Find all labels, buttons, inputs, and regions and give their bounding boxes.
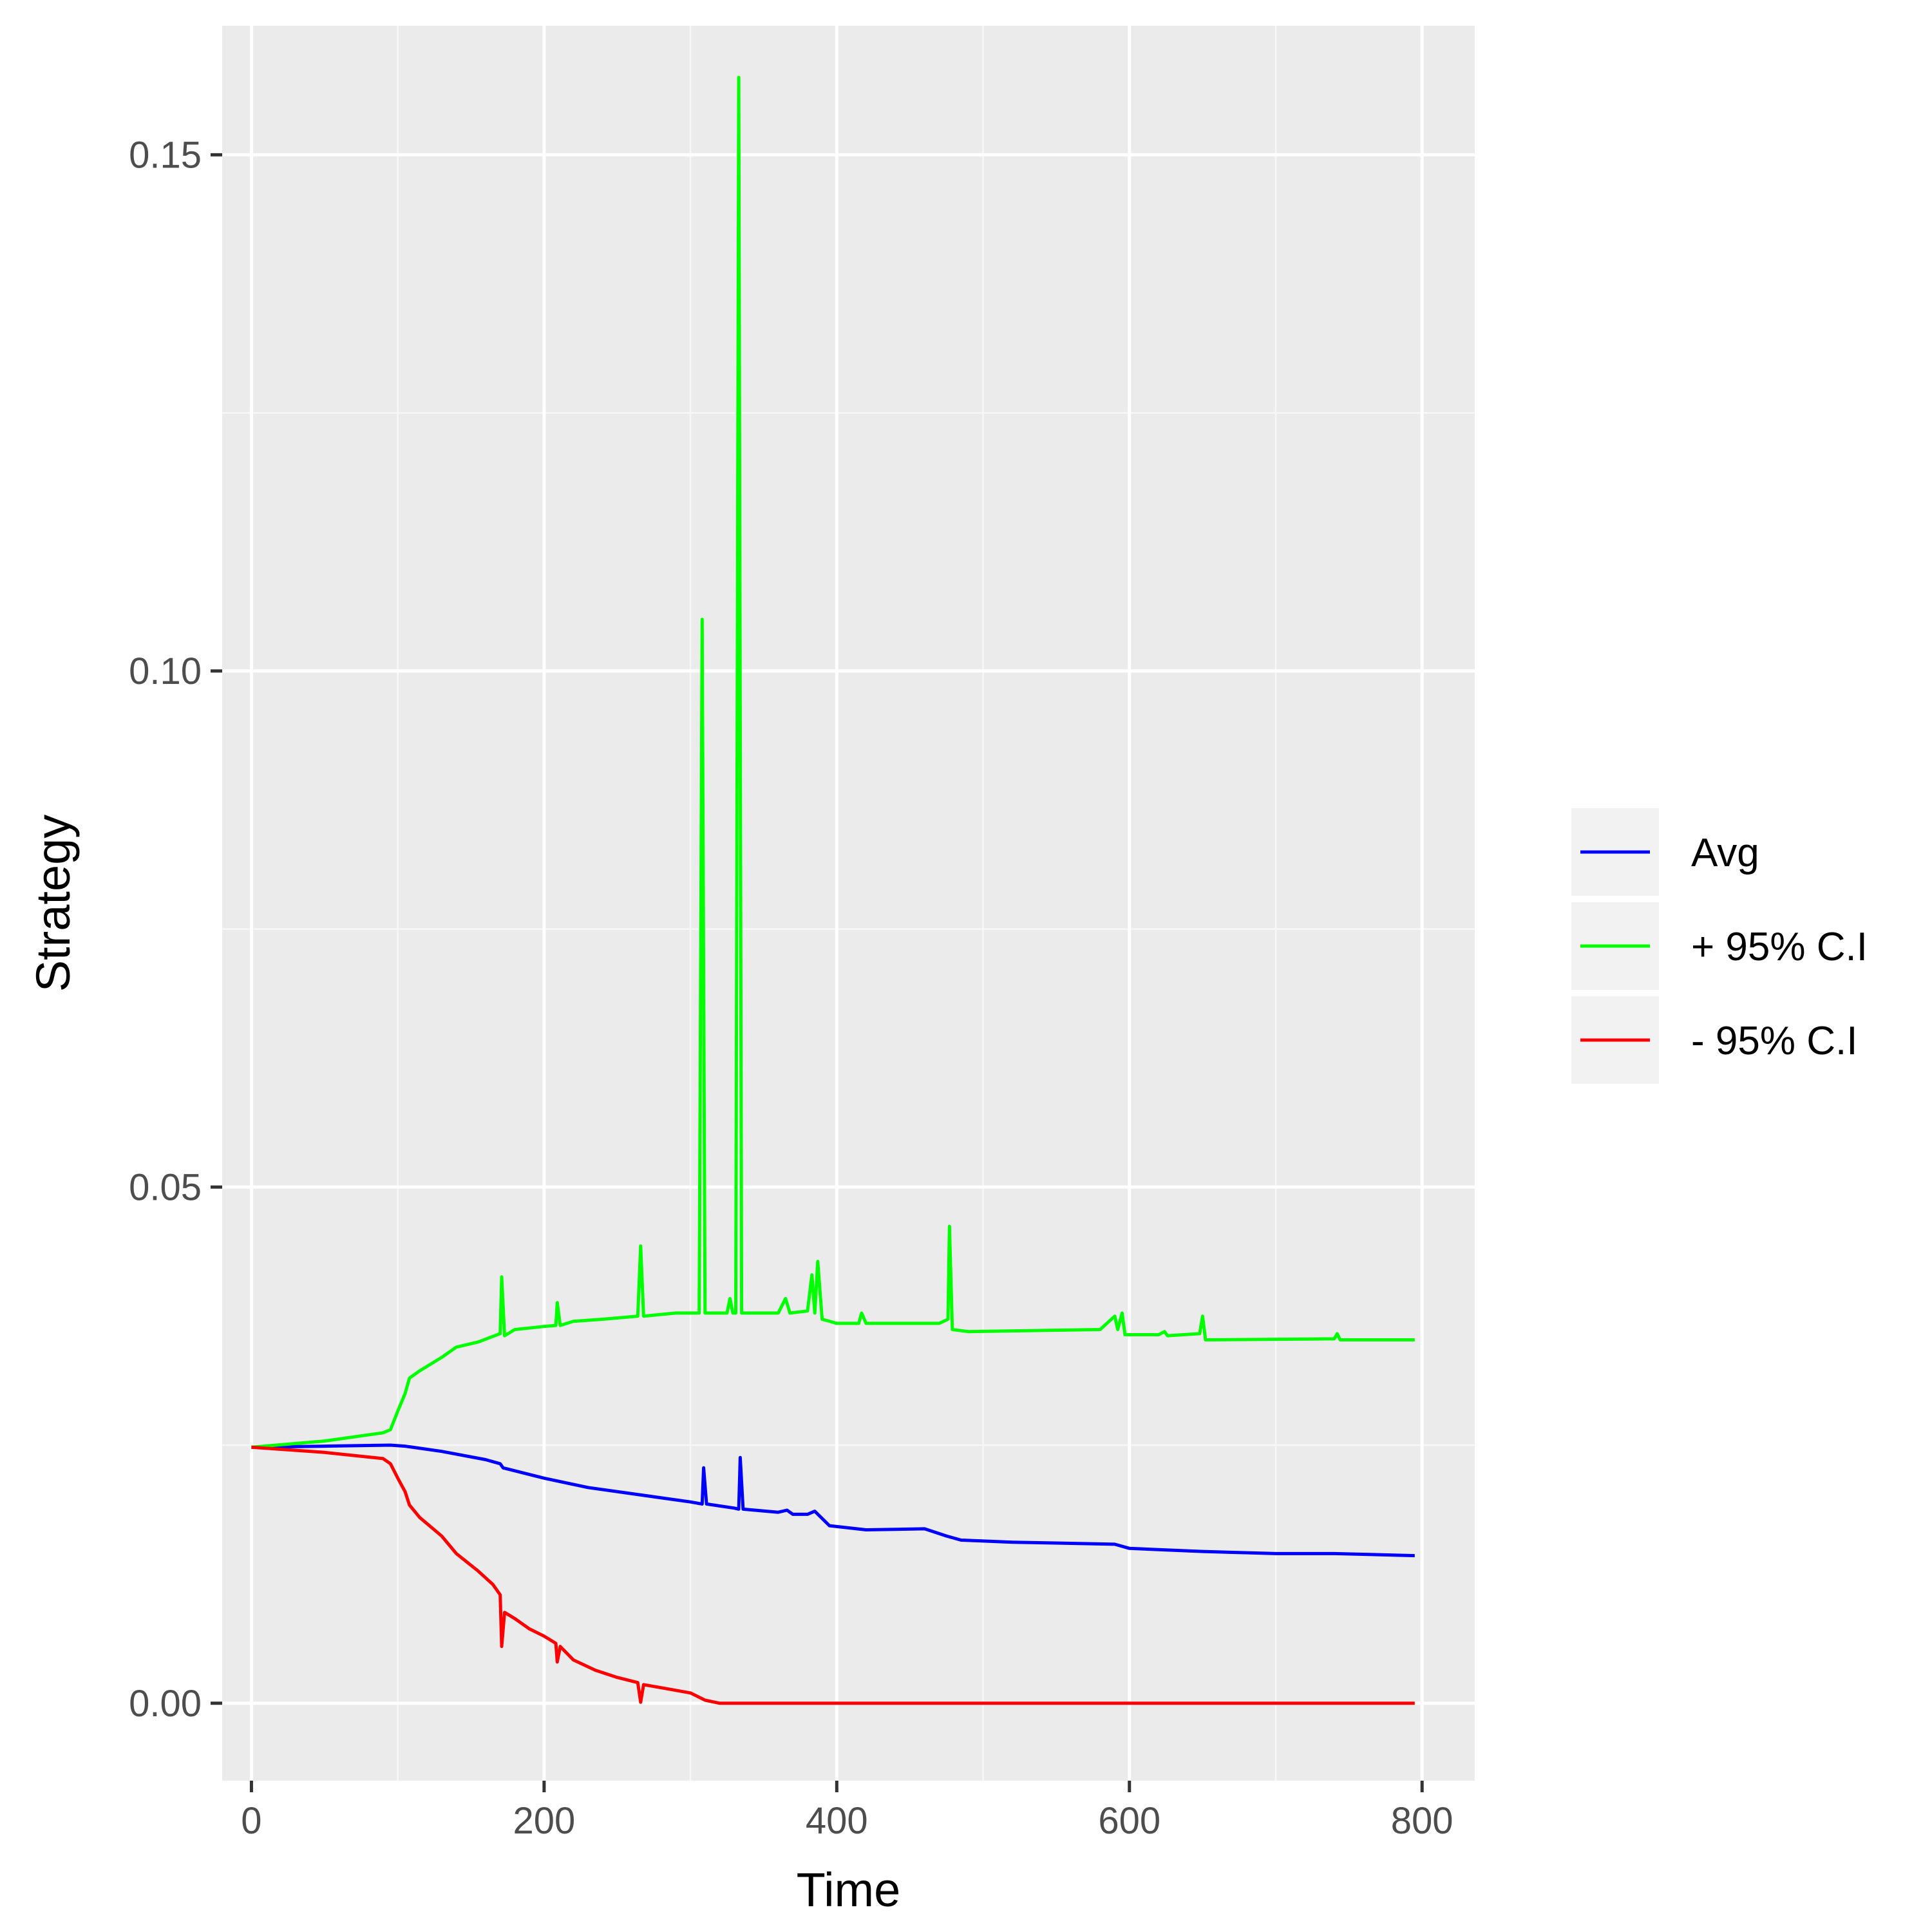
series-line-2 (251, 75, 1415, 1449)
legend: Avg + 95% C.I - 95% C.I (1571, 808, 1868, 1084)
plot-panel (222, 26, 1475, 1781)
y-tick-label: 0.15 (129, 134, 202, 176)
x-tick-label: 200 (513, 1800, 575, 1842)
legend-label: Avg (1691, 831, 1759, 875)
y-tick-label: 0.10 (129, 650, 202, 692)
y-tick-label: 0.00 (129, 1683, 202, 1725)
x-axis-title: Time (797, 1863, 901, 1917)
x-tick-label: 0 (241, 1800, 261, 1842)
panel-background (222, 26, 1475, 1781)
axes-layer: 0 200 400 600 800 0.00 0.05 0.10 0.15 (129, 134, 1453, 1842)
y-axis-title: Strategy (26, 815, 80, 992)
x-tick-label: 400 (806, 1800, 868, 1842)
series-layer (251, 75, 1415, 1705)
series-line-1 (251, 1443, 1415, 1558)
legend-label: + 95% C.I (1691, 925, 1868, 969)
legend-label: - 95% C.I (1691, 1019, 1857, 1063)
x-tick-label: 600 (1098, 1800, 1160, 1842)
series-line-3 (251, 1445, 1415, 1705)
x-tick-label: 800 (1391, 1800, 1454, 1842)
y-tick-label: 0.05 (129, 1166, 202, 1208)
